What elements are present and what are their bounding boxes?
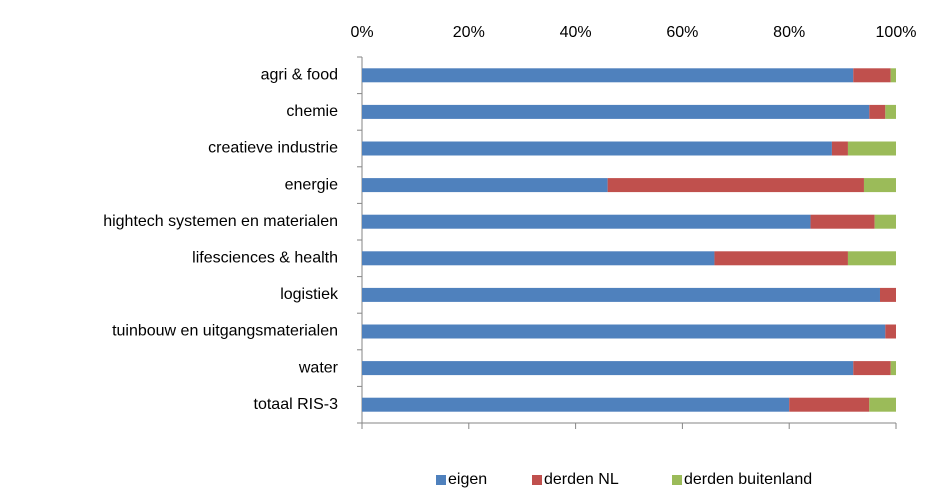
bar-segment: [847, 141, 896, 156]
bar-segment: [714, 251, 848, 266]
y-tick-label: logistiek: [280, 286, 339, 303]
y-tick-label: hightech systemen en materialen: [103, 213, 338, 230]
bar-segment: [362, 324, 886, 339]
x-tick-label: 80%: [773, 24, 805, 41]
bar-segment: [607, 178, 864, 193]
bar-segment: [362, 178, 608, 193]
bar-segment: [853, 361, 891, 376]
legend-label: eigen: [448, 471, 487, 488]
bar-segment: [362, 141, 832, 156]
bar-segment: [847, 251, 896, 266]
bar-segment: [885, 104, 896, 119]
bar-segment: [853, 68, 891, 83]
y-tick-label: energie: [285, 176, 338, 193]
bar-segment: [362, 104, 870, 119]
y-tick-label: agri & food: [261, 67, 338, 84]
bar-segment: [362, 214, 811, 229]
legend-label: derden NL: [544, 471, 619, 488]
legend-swatch: [672, 475, 682, 485]
x-tick-label: 40%: [560, 24, 592, 41]
bar-segment: [885, 324, 896, 339]
x-tick-label: 20%: [453, 24, 485, 41]
bar-segment: [863, 178, 896, 193]
bar-segment: [810, 214, 875, 229]
legend-label: derden buitenland: [684, 471, 812, 488]
bar-segment: [362, 397, 790, 412]
y-tick-label: chemie: [286, 103, 338, 120]
x-tick-label: 60%: [666, 24, 698, 41]
bar-segment: [362, 68, 854, 83]
bar-segment: [890, 361, 896, 376]
y-tick-label: lifesciences & health: [192, 250, 338, 267]
bar-segment: [874, 214, 896, 229]
bar-segment: [890, 68, 896, 83]
bar-segment: [869, 104, 886, 119]
bar-segment: [362, 361, 854, 376]
y-tick-label: creatieve industrie: [208, 140, 338, 157]
y-tick-label: totaal RIS-3: [254, 396, 339, 413]
y-tick-label: water: [298, 359, 339, 376]
legend-swatch: [532, 475, 542, 485]
bar-segment: [869, 397, 896, 412]
y-tick-label: tuinbouw en uitgangsmaterialen: [112, 323, 338, 340]
x-tick-label: 100%: [876, 24, 917, 41]
x-tick-label: 0%: [350, 24, 373, 41]
bar-segment: [831, 141, 848, 156]
bar-segment: [789, 397, 870, 412]
legend-swatch: [436, 475, 446, 485]
bar-segment: [362, 287, 880, 302]
bar-segment: [362, 251, 715, 266]
bar-segment: [879, 287, 896, 302]
